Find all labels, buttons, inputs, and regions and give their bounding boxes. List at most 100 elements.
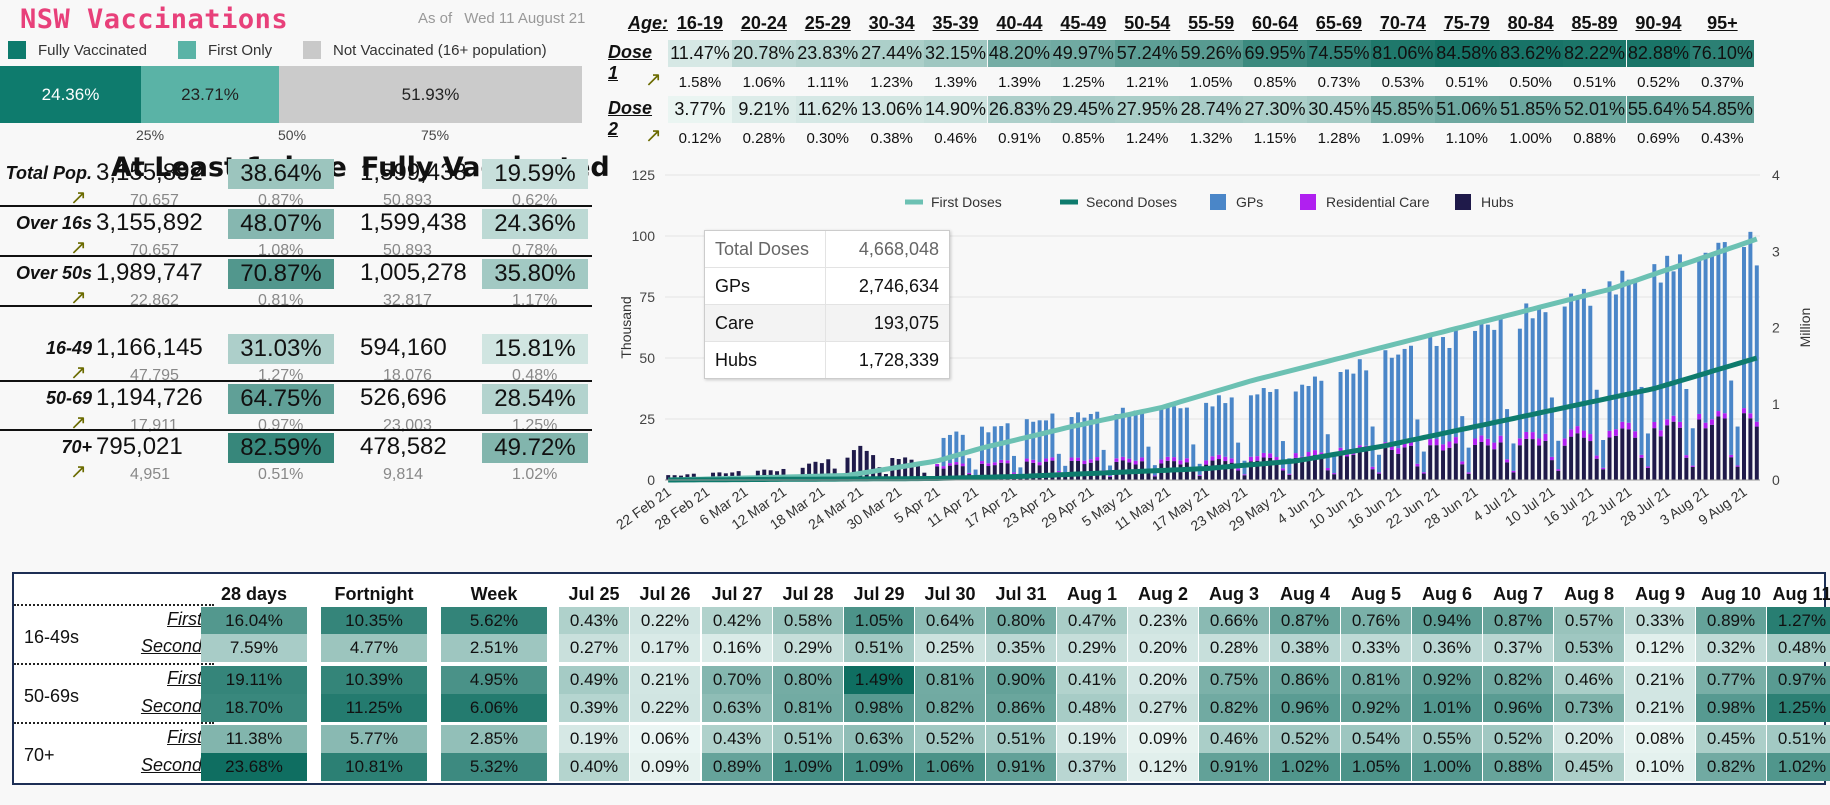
- care-bar: [1645, 466, 1650, 468]
- rate-cell: 0.36%: [1412, 634, 1483, 662]
- care-bar: [935, 464, 940, 467]
- rate-cell: 0.89%: [702, 753, 773, 781]
- hubs-bar: [1338, 452, 1343, 480]
- dose1-pct-cell: 11.47%: [668, 40, 732, 67]
- dose1-daily-cell: 0.52%: [1637, 74, 1680, 91]
- care-bar: [1031, 459, 1036, 463]
- info-total-value: 4,668,048: [825, 231, 949, 267]
- rate-cell: 2.85%: [441, 725, 548, 753]
- hubs-bar: [1485, 445, 1490, 480]
- gps-bar: [1671, 271, 1676, 416]
- care-bar: [1543, 433, 1548, 441]
- gps-bar: [1216, 395, 1221, 455]
- rate-cell: 0.40%: [559, 753, 630, 781]
- age-label: Age:: [628, 13, 668, 33]
- hubs-bar: [1517, 445, 1522, 480]
- rate-cell: 11.25%: [321, 694, 428, 722]
- hubs-bar: [1402, 447, 1407, 480]
- care-bar: [1498, 435, 1503, 443]
- gps-bar: [1421, 451, 1426, 473]
- gps-bar: [960, 434, 965, 464]
- gps-bar: [1229, 397, 1234, 459]
- care-bar: [1690, 465, 1695, 467]
- hubs-bar: [1613, 435, 1618, 480]
- info-row-care: Care 193,075: [705, 305, 949, 342]
- rate-cell: 0.10%: [1625, 753, 1696, 781]
- column-header: Aug 7: [1492, 584, 1543, 604]
- care-bar: [1114, 458, 1119, 462]
- care-bar: [1441, 444, 1446, 451]
- column-header: Jul 26: [639, 584, 691, 604]
- hubs-bar: [1665, 425, 1670, 480]
- care-bar: [1735, 465, 1740, 467]
- fully-daily: 50,893: [383, 242, 432, 259]
- hubs-bar: [1364, 451, 1369, 480]
- gps-bar: [1626, 279, 1631, 423]
- rate-cell: 11.38%: [201, 725, 308, 753]
- fully-vaccinated-pct: 24.36%: [482, 209, 588, 239]
- dose1-pct-cell: 74.55%: [1307, 40, 1371, 67]
- care-bar: [1210, 456, 1215, 461]
- gps-bar: [1665, 255, 1670, 420]
- hubs-bar: [1684, 457, 1689, 480]
- gps-bar: [1114, 414, 1119, 459]
- group-divider: [14, 722, 214, 724]
- care-bar: [1562, 438, 1567, 446]
- rate-cell: 0.08%: [1625, 725, 1696, 753]
- first-dose-pct: 64.75%: [228, 384, 334, 414]
- gps-bar: [1210, 406, 1215, 457]
- rate-cell: 18.70%: [201, 694, 308, 722]
- care-bar: [1556, 469, 1561, 471]
- care-bar: [1530, 432, 1535, 440]
- care-bar: [967, 472, 972, 475]
- rate-cell: 0.06%: [630, 725, 701, 753]
- dose1-daily-cell: 1.25%: [1062, 74, 1105, 91]
- gps-bar: [1537, 307, 1542, 439]
- legend-label: Residential Care: [1326, 194, 1430, 210]
- rate-cell: 1.25%: [1767, 694, 1830, 722]
- care-bar: [1671, 415, 1676, 422]
- summary-row-label: 70+: [61, 437, 92, 457]
- hubs-bar: [1460, 464, 1465, 480]
- dose2-pct-cell: 52.01%: [1562, 96, 1627, 123]
- hubs-bar: [1268, 457, 1273, 480]
- gps-bar: [1050, 413, 1055, 458]
- first-dose-daily-pct: 1.08%: [258, 242, 304, 259]
- first-dose-daily: 47,795: [130, 367, 179, 384]
- hubs-bar: [999, 462, 1004, 480]
- gps-bar: [1633, 280, 1638, 432]
- dose2-daily-cell: 1.24%: [1125, 130, 1169, 147]
- hubs-bar: [1524, 438, 1529, 480]
- rate-cell: 0.25%: [915, 634, 986, 662]
- dose1-daily-cell: 1.06%: [742, 74, 786, 91]
- dose2-pct-cell: 51.06%: [1434, 96, 1499, 123]
- rate-cell: 0.87%: [1270, 607, 1341, 635]
- dose2-daily-cell: 0.69%: [1637, 130, 1680, 147]
- gps-bar: [1645, 433, 1650, 467]
- first-dose-count: 1,989,747: [96, 259, 203, 286]
- legend-fully-label: Fully Vaccinated: [38, 41, 147, 59]
- care-bar: [1204, 460, 1209, 465]
- gps-bar: [1383, 350, 1388, 443]
- fully-vaccinated-count: 526,696: [360, 384, 447, 411]
- info-row-hubs: Hubs 1,728,339: [705, 342, 949, 378]
- group-divider: [14, 604, 214, 606]
- care-bar: [999, 459, 1004, 463]
- gps-bar: [1735, 426, 1740, 466]
- column-header: Aug 1: [1066, 584, 1117, 604]
- column-header: Aug 5: [1350, 584, 1401, 604]
- dose2-daily-cell: 0.28%: [742, 130, 786, 147]
- fully-daily-pct: 1.02%: [512, 466, 558, 483]
- dose1-daily-cell: 0.50%: [1509, 74, 1552, 91]
- rate-cell: 0.98%: [844, 694, 915, 722]
- hubs-bar: [986, 466, 991, 480]
- rate-cell: 10.39%: [321, 666, 428, 694]
- gps-bar: [1524, 303, 1529, 432]
- dose2-daily-cell: 0.91%: [998, 130, 1041, 147]
- rate-cell: 16.04%: [201, 607, 308, 635]
- care-bar: [1396, 448, 1401, 454]
- fully-vaccinated-count: 1,599,438: [360, 209, 467, 236]
- hubs-bar: [1306, 456, 1311, 480]
- column-header: Jul 27: [711, 584, 763, 604]
- hubs-bar: [1421, 473, 1426, 480]
